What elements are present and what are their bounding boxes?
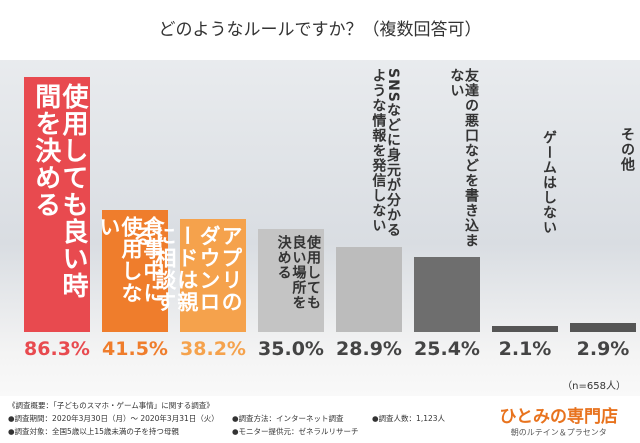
logo-tagline: 朝のルテイン＆プラセンタ	[510, 428, 607, 437]
footer-line: ●調査期間：2020年3月30日（月）～ 2020年3月31日（火）	[8, 414, 219, 423]
bar	[24, 77, 90, 332]
bar	[336, 246, 402, 332]
note: （n=658人）	[562, 381, 626, 392]
footer-line: ●調査人数：1,123人	[372, 414, 446, 423]
category-label: アプリのダウンロードは親に相談する	[130, 225, 243, 314]
value-label: 41.5%	[102, 338, 168, 360]
bar	[180, 219, 246, 332]
value-label: 25.4%	[414, 338, 480, 360]
plot: 使用しても良い時間を決める 86.3% 食事中に使用しない 41.5% アプリのダウンロ…	[0, 60, 640, 390]
category-label: ゲームはしない	[541, 129, 557, 235]
value-label: 35.0%	[258, 338, 324, 360]
bar	[102, 209, 168, 332]
category-label: SNSなどに身元が分かるような情報を発信しない	[370, 68, 401, 238]
value-label: 38.2%	[180, 338, 246, 360]
value-label: 2.9%	[576, 338, 630, 360]
category-label: 使用しても良い時間を決める	[30, 83, 88, 300]
chart-title: どのようなルールですか？（複数回答可）	[0, 0, 640, 60]
bar	[414, 257, 480, 332]
footer-line: 《調査概要：「子どものスマホ・ゲーム事情」に関する調査》	[8, 401, 214, 410]
logo: ひとみの専門店 朝のルテイン＆プラセンタ	[500, 402, 619, 438]
bar	[570, 323, 636, 332]
bar	[492, 325, 558, 332]
value-label: 28.9%	[336, 338, 402, 360]
footer: 《調査概要：「子どものスマホ・ゲーム事情」に関する調査》 ●調査期間：2020年…	[0, 396, 640, 443]
footer-line: ●調査方法：インターネット調査	[232, 414, 344, 423]
value-label: 2.1%	[498, 338, 552, 360]
bar	[258, 228, 324, 332]
category-label: 使用しても良い場所を決める	[275, 234, 321, 310]
logo-text: ひとみの専門店	[499, 407, 619, 427]
footer-line: ●調査対象：全国5歳以上15歳未満の子を持つ母親	[8, 427, 179, 436]
category-label: 友達の悪口などを書き込まない	[448, 68, 479, 248]
category-label: その他	[619, 127, 635, 173]
category-label: 食事中に使用しない	[96, 215, 165, 304]
footer-line: ●モニター提供元：ゼネラルリサーチ	[232, 427, 359, 436]
value-label: 86.3%	[24, 338, 90, 360]
